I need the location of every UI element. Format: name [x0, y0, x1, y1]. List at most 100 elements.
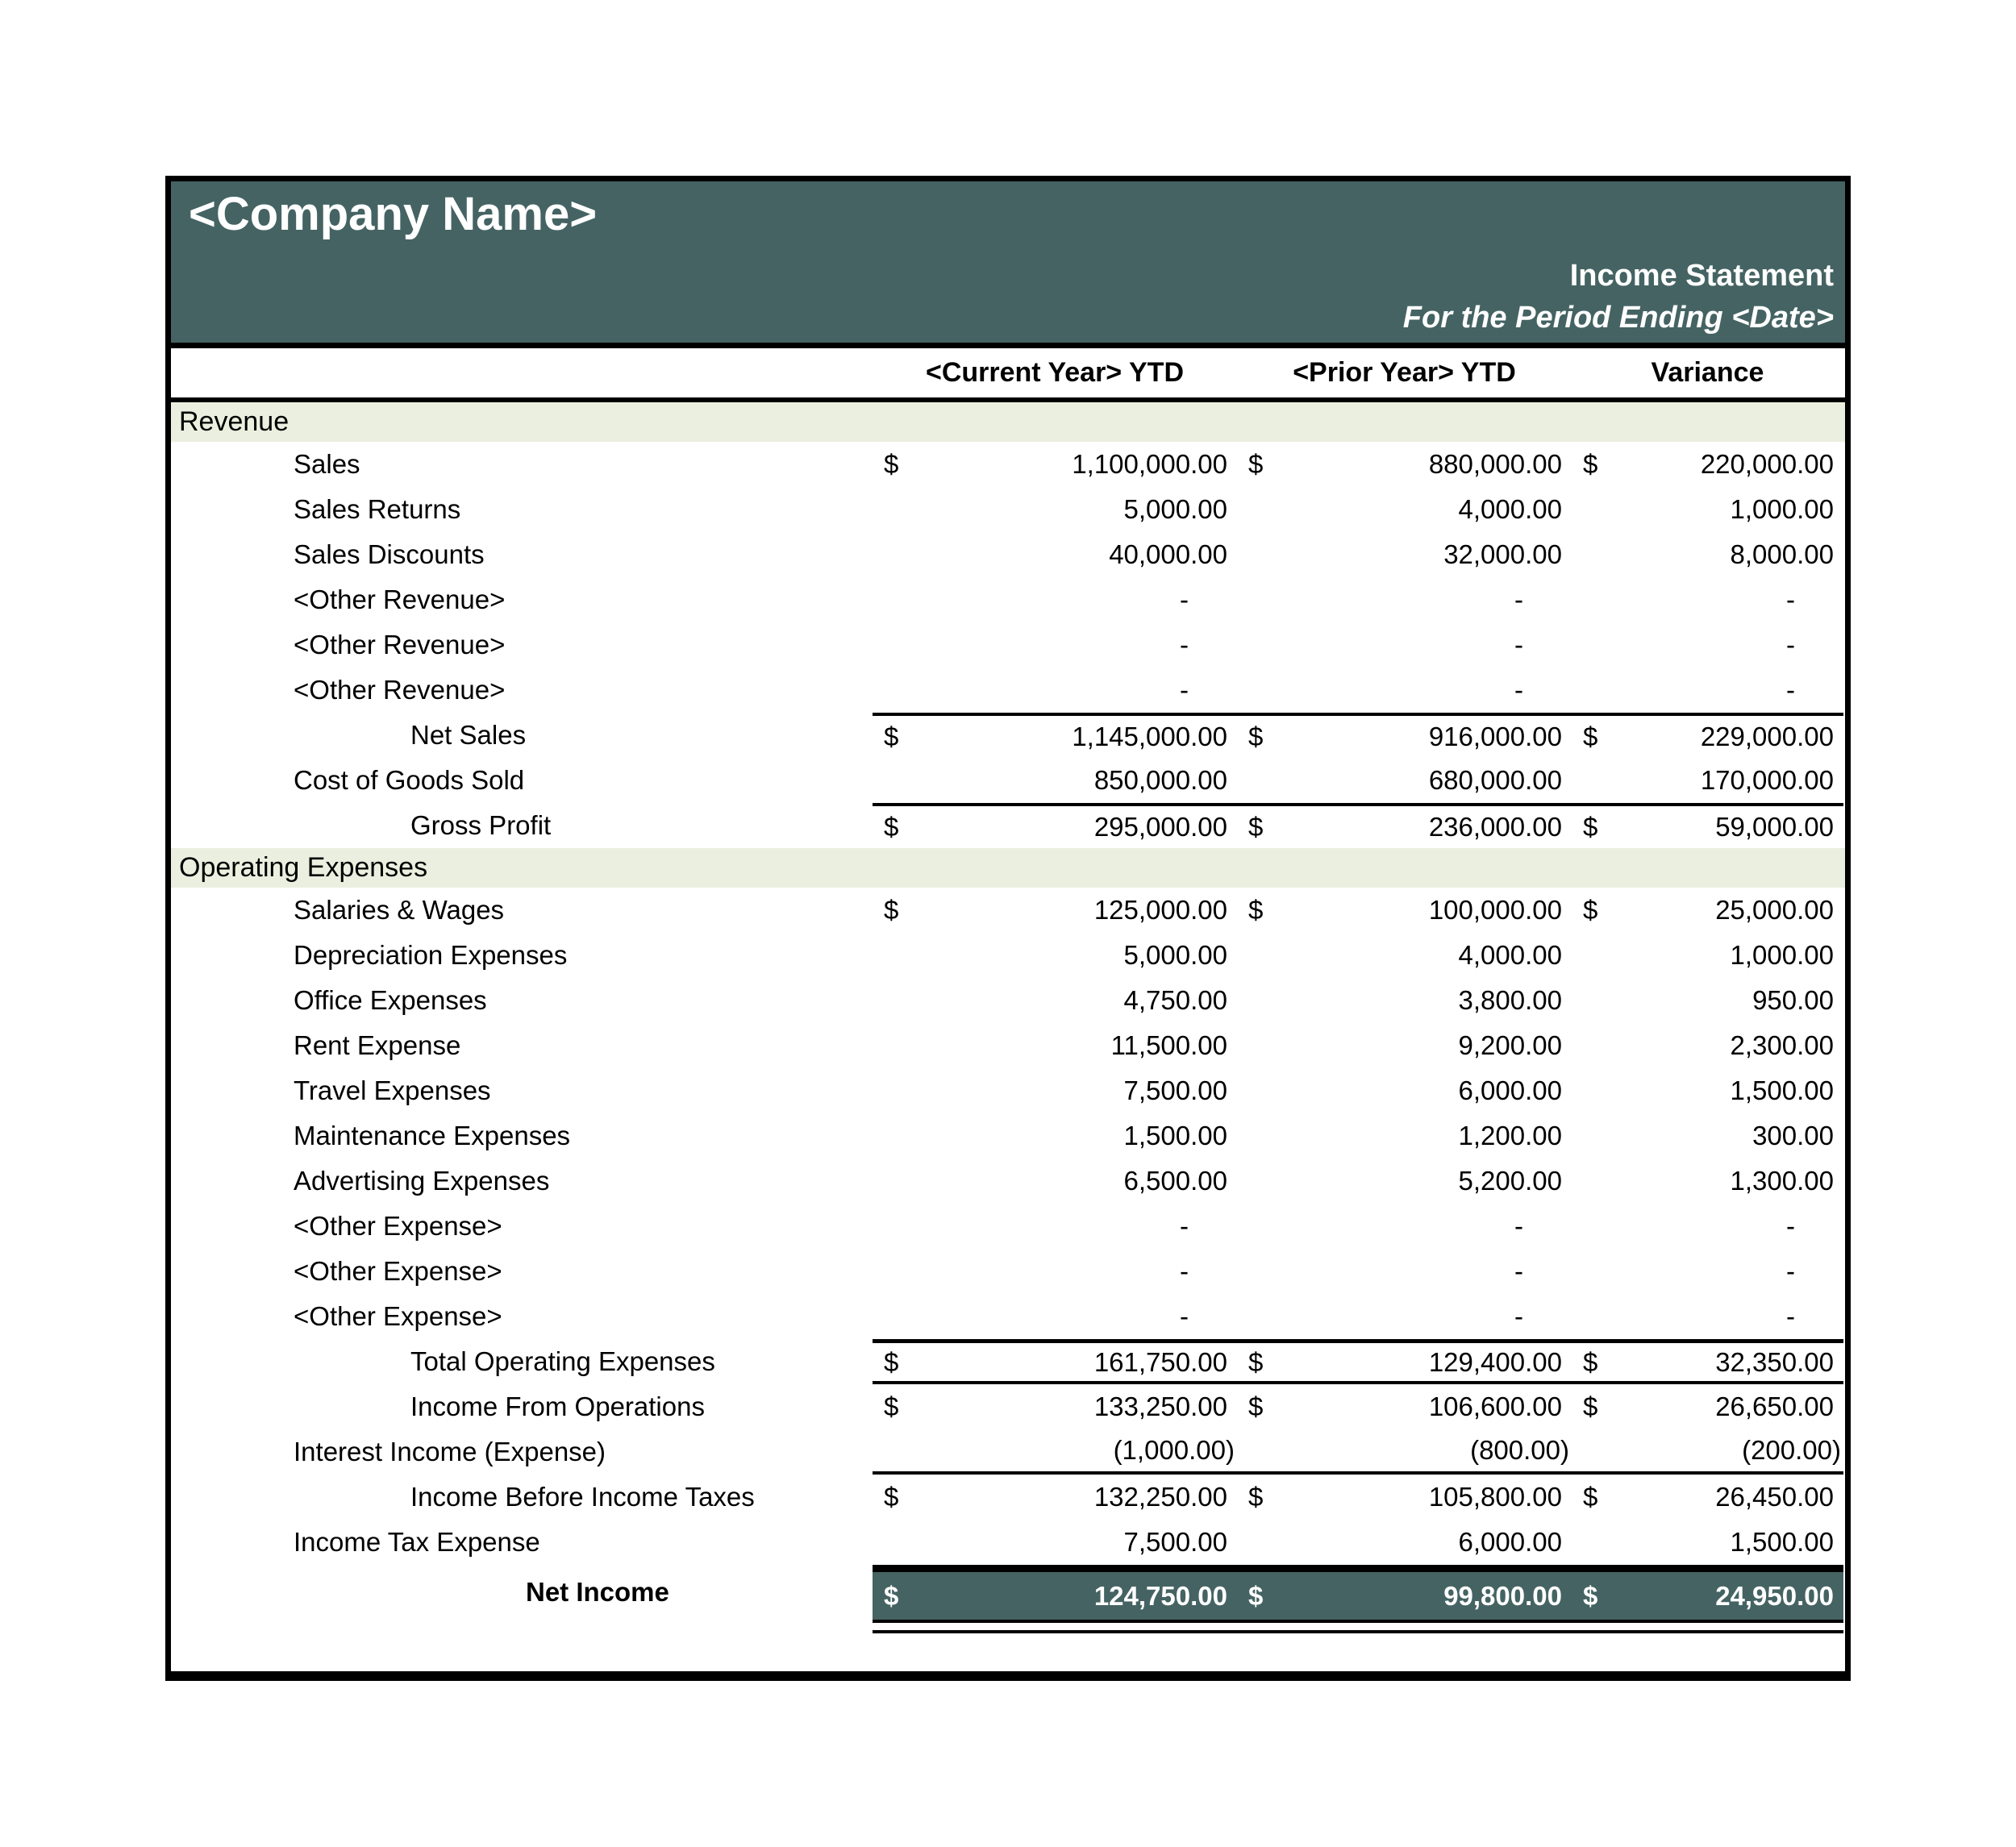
cell-value: 26,650.00 [1715, 1391, 1834, 1421]
row-label: Travel Expenses [294, 1075, 491, 1105]
variance-cell: $220,000.00 [1572, 442, 1843, 487]
variance-cell: $26,650.00 [1572, 1384, 1843, 1429]
cell-value: - [1180, 584, 1189, 614]
dollar-sign: $ [1583, 812, 1598, 842]
section-label: Revenue [179, 406, 289, 437]
table-row: Interest Income (Expense) (1,000.00) (800.… [171, 1429, 1845, 1475]
variance-cell: $32,350.00 [1572, 1339, 1843, 1384]
prior-year-cell: (800.00) [1237, 1429, 1572, 1475]
cell-value: - [1514, 630, 1523, 659]
cell-value: 99,800.00 [1443, 1580, 1562, 1611]
cell-value: 7,500.00 [1123, 1075, 1227, 1105]
variance-cell: - [1572, 1249, 1843, 1294]
row-label: <Other Expense> [294, 1256, 502, 1286]
current-year-cell: - [873, 1204, 1237, 1249]
row-label: Total Operating Expenses [410, 1346, 715, 1376]
cell-value: 5,000.00 [1123, 494, 1227, 524]
current-year-cell: - [873, 1294, 1237, 1339]
table-row: Sales Discounts 40,000.00 32,000.00 8,000.0… [171, 532, 1845, 577]
current-year-cell: $295,000.00 [873, 803, 1237, 848]
cell-value: 133,250.00 [1093, 1391, 1227, 1421]
prior-year-cell: 32,000.00 [1237, 532, 1572, 577]
dollar-sign: $ [1248, 1482, 1264, 1512]
row-label: <Other Expense> [294, 1301, 502, 1331]
cell-value: - [1514, 584, 1523, 614]
column-header-variance: Variance [1651, 357, 1764, 388]
cell-value: 9,200.00 [1458, 1030, 1562, 1060]
cell-value: 850,000.00 [1093, 765, 1227, 795]
row-label: Salaries & Wages [294, 895, 505, 925]
current-year-cell: $132,250.00 [873, 1475, 1237, 1520]
table-row: Depreciation Expenses 5,000.00 4,000.00 1,0… [171, 933, 1845, 978]
current-year-cell: 6,500.00 [873, 1159, 1237, 1204]
table-row: Maintenance Expenses 1,500.00 1,200.00 300.… [171, 1113, 1845, 1159]
variance-cell: - [1572, 622, 1843, 668]
cell-value: 1,500.00 [1730, 1075, 1834, 1105]
table-row: Office Expenses 4,750.00 3,800.00 950.00 [171, 978, 1845, 1023]
cell-value: - [1786, 1211, 1795, 1241]
dollar-sign: $ [1583, 895, 1598, 925]
prior-year-cell: - [1237, 1204, 1572, 1249]
cell-value: 125,000.00 [1093, 895, 1227, 925]
variance-cell: 1,000.00 [1572, 933, 1843, 978]
variance-cell: - [1572, 577, 1843, 622]
dollar-sign: $ [1248, 722, 1264, 751]
current-year-cell: 7,500.00 [873, 1520, 1237, 1565]
current-year-cell: 5,000.00 [873, 933, 1237, 978]
variance-cell: $25,000.00 [1572, 888, 1843, 933]
table-row: <Other Expense> - - - [171, 1294, 1845, 1339]
current-year-cell: - [873, 622, 1237, 668]
table-row: <Other Revenue> - - - [171, 668, 1845, 713]
table-row: Income From Operations $133,250.00 $106,60… [171, 1384, 1845, 1429]
current-year-cell: 4,750.00 [873, 978, 1237, 1023]
prior-year-cell: 6,000.00 [1237, 1068, 1572, 1113]
cell-value: - [1514, 1256, 1523, 1286]
cell-value: 24,950.00 [1715, 1580, 1834, 1611]
variance-cell: - [1572, 1294, 1843, 1339]
cell-value: 2,300.00 [1730, 1030, 1834, 1060]
prior-year-cell: $105,800.00 [1237, 1475, 1572, 1520]
cell-value: 170,000.00 [1700, 765, 1834, 795]
cell-value: - [1180, 675, 1189, 705]
cell-value: 8,000.00 [1730, 539, 1834, 569]
prior-year-cell: 4,000.00 [1237, 933, 1572, 978]
dollar-sign: $ [1583, 449, 1598, 479]
row-label: Income Before Income Taxes [410, 1482, 755, 1512]
cell-value: 32,000.00 [1443, 539, 1562, 569]
cell-value: - [1786, 630, 1795, 659]
row-label: Maintenance Expenses [294, 1121, 571, 1150]
cell-value: 916,000.00 [1428, 722, 1562, 751]
row-label: <Other Revenue> [294, 630, 506, 659]
cell-value: 4,000.00 [1458, 940, 1562, 970]
table-row: Rent Expense 11,500.00 9,200.00 2,300.00 [171, 1023, 1845, 1068]
cell-value: - [1786, 584, 1795, 614]
row-label: <Other Revenue> [294, 584, 506, 614]
dollar-sign: $ [884, 1482, 899, 1512]
cell-value: 680,000.00 [1428, 765, 1562, 795]
cell-value: - [1514, 1301, 1523, 1331]
table-row: Travel Expenses 7,500.00 6,000.00 1,500.00 [171, 1068, 1845, 1113]
variance-cell: 950.00 [1572, 978, 1843, 1023]
cell-value: 106,600.00 [1428, 1391, 1562, 1421]
cell-value: 32,350.00 [1715, 1346, 1834, 1377]
variance-cell: $24,950.00 [1572, 1565, 1843, 1620]
cell-value: - [1786, 675, 1795, 705]
dollar-sign: $ [1583, 1346, 1598, 1377]
variance-cell: - [1572, 668, 1843, 713]
cell-value: (800.00) [1470, 1435, 1569, 1465]
column-header-row: <Current Year> YTD <Prior Year> YTD Vari… [171, 343, 1845, 402]
section-band: Revenue [171, 402, 1845, 442]
cell-value: - [1180, 1256, 1189, 1286]
column-header-current: <Current Year> YTD [925, 357, 1184, 388]
cell-value: 4,000.00 [1458, 494, 1562, 524]
variance-cell: 170,000.00 [1572, 758, 1843, 803]
table-row: <Other Expense> - - - [171, 1204, 1845, 1249]
dollar-sign: $ [884, 449, 899, 479]
report-title: Income Statement [1569, 258, 1834, 293]
variance-cell: $59,000.00 [1572, 803, 1843, 848]
cell-value: - [1180, 1301, 1189, 1331]
table-body: Revenue Sales $1,100,000.00 $880,000.00 $220… [171, 402, 1845, 1633]
title-block: <Company Name> Income Statement For the … [171, 181, 1845, 343]
current-year-cell: $133,250.00 [873, 1384, 1237, 1429]
